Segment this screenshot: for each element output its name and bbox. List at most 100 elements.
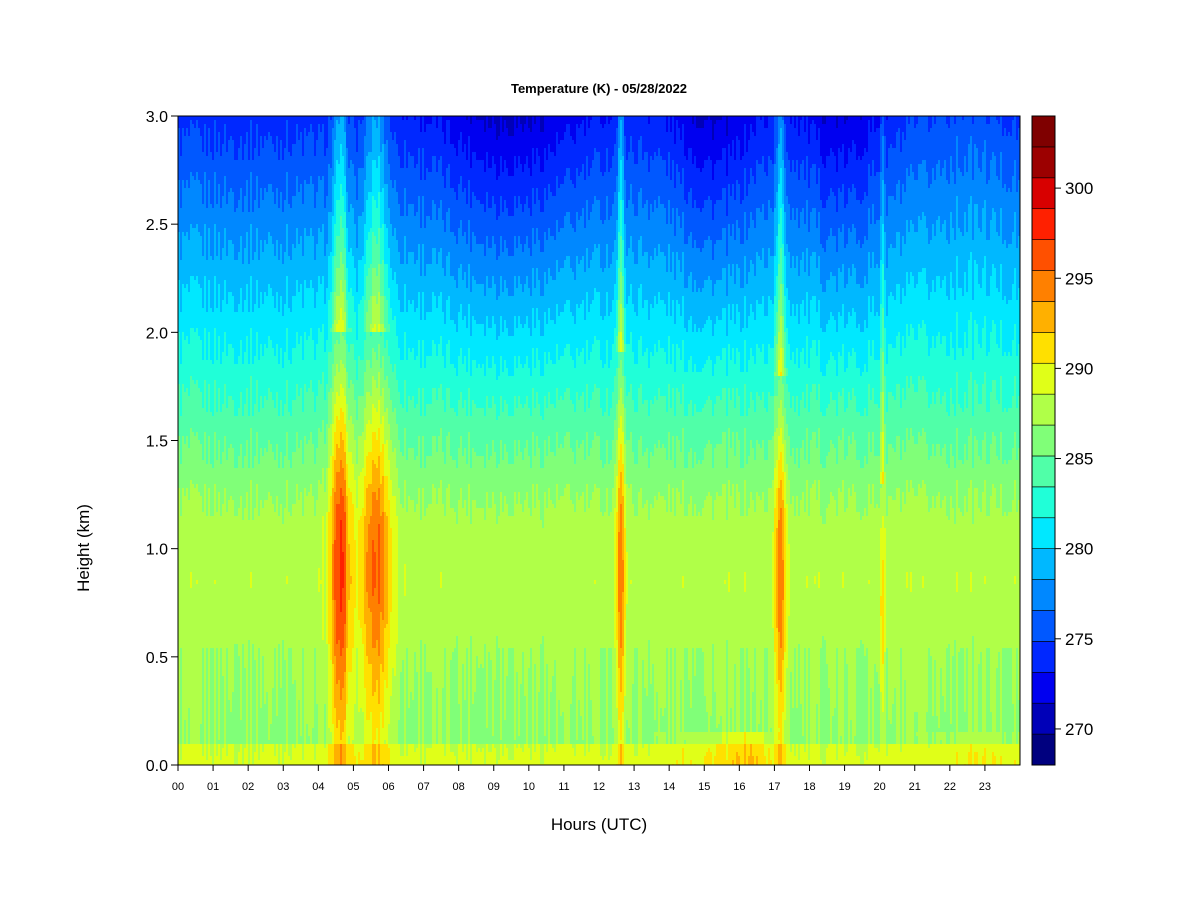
heatmap-cell bbox=[448, 340, 451, 389]
heatmap-cell bbox=[378, 744, 381, 766]
heatmap-cell bbox=[796, 160, 799, 209]
heatmap-cell bbox=[666, 176, 669, 225]
heatmap-cell bbox=[642, 256, 645, 309]
heatmap-cell bbox=[444, 368, 447, 413]
heatmap-cell bbox=[328, 352, 331, 393]
heatmap-cell bbox=[760, 352, 763, 401]
heatmap-cell bbox=[242, 468, 245, 521]
heatmap-cell bbox=[834, 276, 837, 321]
heatmap-cell bbox=[306, 340, 309, 393]
heatmap-cell bbox=[900, 152, 903, 205]
heatmap-cell bbox=[566, 388, 569, 433]
heatmap-cell bbox=[256, 116, 259, 125]
heatmap-cell bbox=[358, 396, 361, 437]
heatmap-cell bbox=[498, 136, 501, 177]
heatmap-cell bbox=[468, 304, 471, 349]
heatmap-cell bbox=[486, 316, 489, 357]
heatmap-cell bbox=[214, 172, 217, 225]
heatmap-cell bbox=[322, 640, 325, 745]
heatmap-cell bbox=[728, 264, 731, 305]
heatmap-cell bbox=[810, 116, 813, 125]
heatmap-cell bbox=[428, 744, 431, 749]
heatmap-cell bbox=[552, 196, 555, 237]
heatmap-cell bbox=[476, 752, 479, 766]
heatmap-cell bbox=[940, 344, 943, 405]
heatmap-cell bbox=[518, 492, 521, 737]
heatmap-cell bbox=[704, 500, 707, 697]
heatmap-cell bbox=[378, 116, 381, 157]
heatmap-cell bbox=[624, 528, 627, 621]
heatmap-cell bbox=[594, 116, 597, 149]
heatmap-cell bbox=[216, 204, 219, 257]
heatmap-cell bbox=[824, 640, 827, 745]
heatmap-cell bbox=[546, 508, 549, 665]
heatmap-cell bbox=[178, 436, 181, 489]
heatmap-cell bbox=[254, 356, 257, 405]
heatmap-cell bbox=[270, 340, 273, 393]
heatmap-cell bbox=[558, 744, 561, 766]
heatmap-cell bbox=[648, 468, 651, 521]
heatmap-cell bbox=[790, 116, 793, 125]
heatmap-cell bbox=[430, 672, 433, 745]
heatmap-cell bbox=[614, 744, 617, 766]
heatmap-cell bbox=[926, 116, 929, 173]
heatmap-cell bbox=[940, 744, 943, 766]
heatmap-cell bbox=[342, 292, 345, 321]
heatmap-cell bbox=[468, 264, 471, 305]
heatmap-cell bbox=[450, 232, 453, 277]
heatmap-cell bbox=[360, 260, 363, 301]
heatmap-cell bbox=[886, 116, 889, 121]
heatmap-cell bbox=[926, 284, 929, 337]
heatmap-cell bbox=[846, 204, 849, 245]
heatmap-cell bbox=[698, 372, 701, 413]
heatmap-cell bbox=[196, 224, 199, 277]
heatmap-cell bbox=[706, 732, 709, 745]
heatmap-cell bbox=[186, 436, 189, 489]
heatmap-cell bbox=[394, 408, 397, 449]
heatmap-cell bbox=[258, 208, 261, 261]
heatmap-cell bbox=[318, 568, 321, 593]
heatmap-cell bbox=[526, 236, 529, 277]
heatmap-cell bbox=[778, 488, 781, 521]
heatmap-cell bbox=[862, 332, 865, 373]
heatmap-cell bbox=[810, 168, 813, 213]
heatmap-cell bbox=[756, 440, 759, 493]
heatmap-cell bbox=[366, 424, 369, 457]
heatmap-cell bbox=[852, 348, 855, 389]
heatmap-cell bbox=[962, 648, 965, 733]
heatmap-cell bbox=[838, 116, 841, 149]
heatmap-cell bbox=[894, 452, 897, 501]
heatmap-cell bbox=[220, 760, 223, 766]
heatmap-cell bbox=[262, 456, 265, 509]
heatmap-cell bbox=[570, 704, 573, 745]
heatmap-cell bbox=[882, 392, 885, 433]
heatmap-cell bbox=[346, 372, 349, 405]
heatmap-cell bbox=[328, 428, 331, 469]
heatmap-cell bbox=[840, 316, 843, 357]
heatmap-cell bbox=[350, 584, 353, 673]
heatmap-cell bbox=[598, 340, 601, 389]
heatmap-cell bbox=[504, 280, 507, 321]
heatmap-cell bbox=[704, 116, 707, 121]
heatmap-cell bbox=[708, 196, 711, 237]
heatmap-cell bbox=[512, 336, 515, 377]
heatmap-cell bbox=[550, 276, 553, 321]
heatmap-cell bbox=[434, 116, 437, 157]
heatmap-cell bbox=[538, 404, 541, 449]
heatmap-cell bbox=[874, 748, 877, 766]
heatmap-cell bbox=[568, 212, 571, 257]
heatmap-cell bbox=[814, 208, 817, 253]
heatmap-cell bbox=[714, 116, 717, 125]
heatmap-cell bbox=[690, 272, 693, 317]
heatmap-cell bbox=[486, 276, 489, 317]
heatmap-cell bbox=[868, 116, 871, 121]
heatmap-cell bbox=[778, 680, 781, 729]
heatmap-cell bbox=[696, 332, 699, 373]
heatmap-cell bbox=[332, 116, 335, 129]
heatmap-cell bbox=[186, 116, 189, 129]
heatmap-cell bbox=[408, 152, 411, 205]
heatmap-cell bbox=[420, 132, 423, 181]
heatmap-cell bbox=[550, 692, 553, 745]
heatmap-cell bbox=[686, 160, 689, 205]
heatmap-cell bbox=[638, 116, 641, 141]
